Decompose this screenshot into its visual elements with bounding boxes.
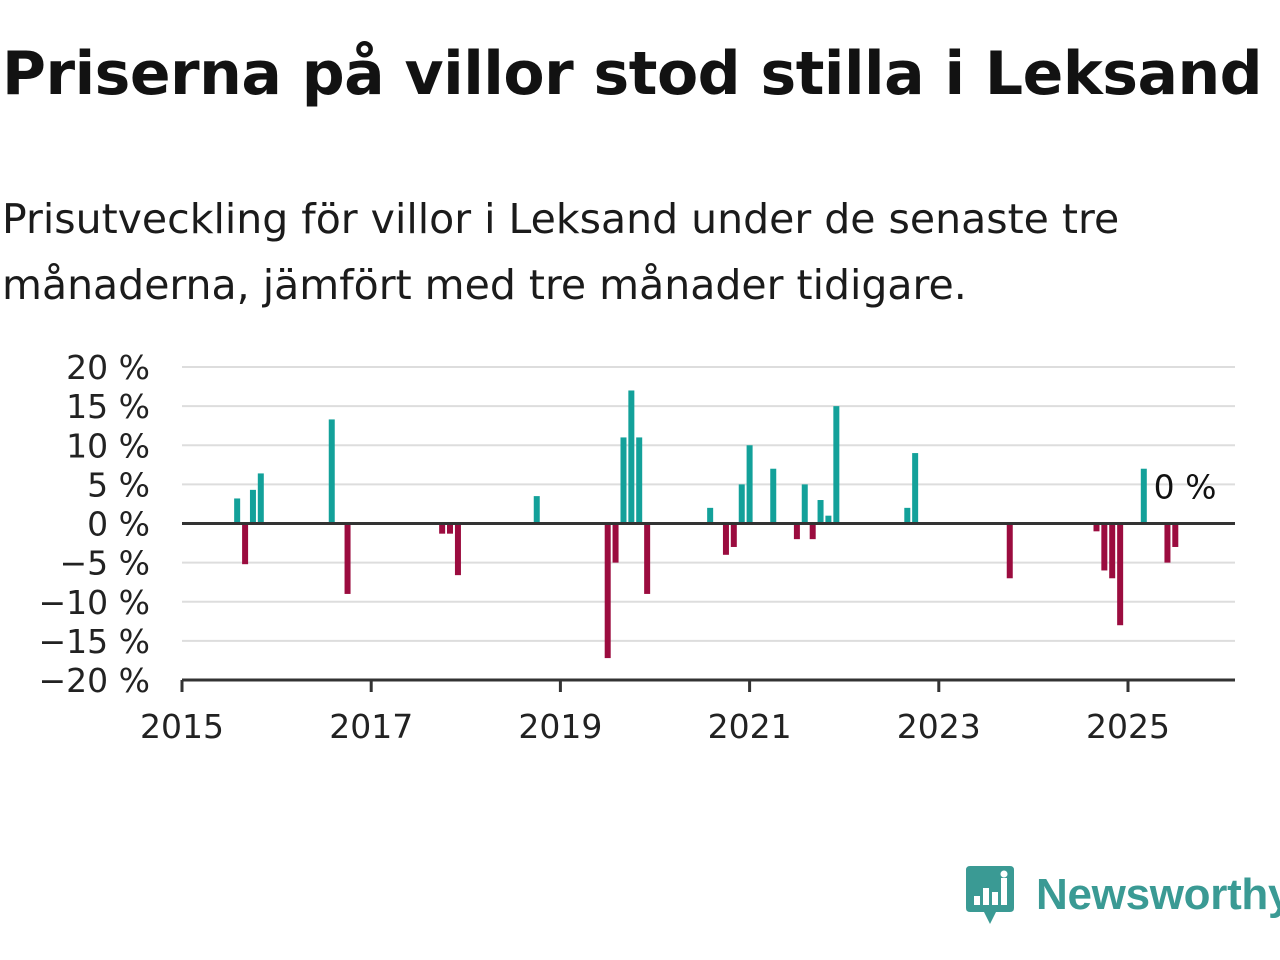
bar [817, 500, 824, 524]
bar [1117, 523, 1124, 626]
bar [793, 523, 800, 540]
x-tick-label: 2021 [708, 707, 792, 746]
bar [1101, 523, 1108, 571]
bar [809, 523, 816, 540]
bar [730, 523, 737, 547]
chart-subtitle: Prisutveckling för villor i Leksand unde… [2, 195, 1120, 309]
bar [1164, 523, 1171, 563]
x-tick-label: 2017 [329, 707, 413, 746]
bar [904, 507, 911, 524]
y-tick-label: −15 % [39, 622, 151, 661]
y-axis: 20 %15 %10 %5 %0 %−5 %−10 %−15 %−20 % [39, 348, 151, 700]
x-tick-label: 2015 [140, 707, 224, 746]
bar [1172, 523, 1179, 547]
bar [801, 484, 808, 524]
y-tick-label: −10 % [39, 583, 151, 622]
y-tick-label: 20 % [66, 348, 150, 387]
bar [533, 496, 540, 524]
bar [328, 419, 335, 524]
bar [1093, 523, 1100, 532]
bar [1006, 523, 1013, 579]
bar [344, 523, 351, 594]
x-tick-label: 2025 [1086, 707, 1170, 746]
x-tick-label: 2019 [518, 707, 602, 746]
y-tick-label: 15 % [66, 387, 150, 426]
bar [738, 484, 745, 524]
x-tick-label: 2023 [897, 707, 981, 746]
bar [746, 445, 753, 524]
latest-value-label: 0 % [1154, 467, 1217, 506]
y-tick-label: −20 % [39, 661, 151, 700]
bar [912, 453, 919, 524]
bar [454, 523, 461, 576]
bar [722, 523, 729, 555]
bar [234, 498, 241, 524]
bar [1140, 468, 1147, 524]
bar [644, 523, 651, 594]
bars [234, 390, 1179, 659]
logo-wordmark: Newsworthy [1036, 870, 1280, 919]
bar [636, 437, 643, 524]
newsworthy-chart-bubble-icon [966, 866, 1014, 924]
x-axis: 2015 2017 2019 2021 2023 2025 [140, 680, 1170, 746]
bar [825, 515, 832, 524]
bar [1109, 523, 1116, 579]
bar [833, 406, 840, 524]
bar [604, 523, 611, 659]
bar [257, 473, 264, 524]
bar [628, 390, 635, 524]
bar [242, 523, 249, 565]
bar [612, 523, 619, 563]
bar [439, 523, 446, 534]
newsworthy-logo: Newsworthy [964, 864, 1280, 926]
bar [707, 507, 714, 524]
grid-lines [182, 366, 1235, 642]
bar [249, 489, 256, 524]
chart-title: Priserna på villor stod stilla i Leksand [2, 39, 1263, 109]
y-tick-label: 10 % [66, 426, 150, 465]
y-tick-label: 0 % [87, 505, 150, 544]
bar [447, 523, 454, 534]
y-tick-label: −5 % [60, 544, 151, 583]
bar [620, 437, 627, 524]
bar [770, 468, 777, 524]
y-tick-label: 5 % [87, 465, 150, 504]
